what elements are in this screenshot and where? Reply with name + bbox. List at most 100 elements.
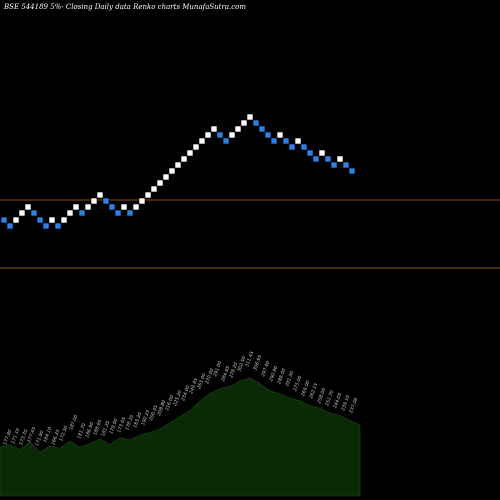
brick-46-up xyxy=(276,131,284,139)
brick-45-down xyxy=(270,137,278,145)
volume-label-1: 171.10 xyxy=(10,427,21,444)
brick-47-down xyxy=(282,137,290,145)
brick-33-up xyxy=(198,137,206,145)
chart-title: BSE 544189 5%- Closing Daily data Renko … xyxy=(3,3,246,11)
volume-area xyxy=(0,377,361,497)
volume-label-6: 166.35 xyxy=(50,429,61,446)
volume-labels: 177.90171.10173.70177.45171.90184.10166.… xyxy=(2,351,359,448)
volume-label-15: 178.35 xyxy=(124,414,135,431)
brick-44-down xyxy=(264,131,272,139)
brick-8-up xyxy=(48,216,56,224)
volume-label-2: 173.70 xyxy=(18,429,29,446)
brick-48-down xyxy=(288,143,296,151)
volume-label-5: 184.10 xyxy=(42,426,53,443)
brick-11-up xyxy=(66,209,74,217)
brick-18-down xyxy=(108,203,116,211)
brick-52-down xyxy=(312,155,320,163)
brick-42-down xyxy=(252,119,260,127)
brick-20-up xyxy=(120,203,128,211)
brick-36-down xyxy=(216,131,224,139)
brick-54-down xyxy=(324,155,332,163)
volume-area-group xyxy=(0,377,361,497)
brick-29-up xyxy=(174,161,182,169)
volume-label-20: 216.00 xyxy=(164,394,175,411)
volume-label-14: 173.05 xyxy=(116,416,127,433)
brick-21-down xyxy=(126,209,134,217)
volume-label-19: 208.80 xyxy=(156,399,167,416)
brick-16-up xyxy=(96,191,104,199)
brick-41-up xyxy=(246,113,254,121)
brick-24-up xyxy=(144,191,152,199)
brick-0-down xyxy=(0,216,8,224)
brick-49-up xyxy=(294,137,302,145)
volume-label-21: 225.30 xyxy=(172,390,183,407)
brick-14-up xyxy=(84,203,92,211)
volume-label-0: 177.90 xyxy=(2,429,13,446)
volume-label-3: 177.45 xyxy=(26,426,37,443)
brick-55-down xyxy=(330,161,338,169)
volume-label-39: 258.00 xyxy=(316,387,327,404)
brick-39-up xyxy=(234,125,242,133)
brick-12-up xyxy=(72,203,80,211)
volume-label-18: 200.05 xyxy=(148,404,159,421)
volume-label-26: 291.00 xyxy=(212,360,223,377)
renko-bricks xyxy=(0,113,356,230)
volume-label-24: 263.00 xyxy=(196,373,207,390)
brick-51-down xyxy=(306,149,314,157)
brick-43-down xyxy=(258,125,266,133)
brick-35-up xyxy=(210,125,218,133)
brick-50-down xyxy=(300,143,308,151)
brick-3-up xyxy=(18,209,26,217)
volume-label-29: 302.50 xyxy=(236,355,247,372)
brick-27-up xyxy=(162,173,170,181)
volume-label-7: 172.50 xyxy=(58,425,69,442)
brick-30-up xyxy=(180,155,188,163)
volume-label-37: 269.00 xyxy=(300,380,311,397)
brick-15-up xyxy=(90,197,98,205)
volume-label-36: 275.00 xyxy=(292,375,303,392)
volume-label-11: 188.95 xyxy=(92,419,103,436)
brick-10-up xyxy=(60,216,68,224)
volume-label-22: 234.00 xyxy=(180,385,191,402)
brick-1-down xyxy=(6,222,14,230)
brick-40-up xyxy=(240,119,248,127)
volume-label-23: 249.95 xyxy=(188,377,199,394)
volume-label-30: 311.45 xyxy=(244,351,255,368)
brick-2-up xyxy=(12,216,20,224)
brick-38-up xyxy=(228,131,236,139)
brick-7-down xyxy=(42,222,50,230)
brick-23-up xyxy=(138,197,146,205)
reference-lines xyxy=(0,199,500,269)
brick-57-down xyxy=(342,161,350,169)
brick-19-down xyxy=(114,209,122,217)
volume-label-28: 278.20 xyxy=(228,362,239,379)
volume-label-41: 244.05 xyxy=(332,392,343,409)
brick-25-up xyxy=(150,185,158,193)
brick-34-up xyxy=(204,131,212,139)
brick-56-up xyxy=(336,155,344,163)
brick-31-up xyxy=(186,149,194,157)
brick-37-down xyxy=(222,137,230,145)
brick-17-down xyxy=(102,197,110,205)
brick-28-up xyxy=(168,167,176,175)
brick-13-down xyxy=(78,209,86,217)
volume-label-42: 239.10 xyxy=(340,394,351,411)
volume-label-27: 284.65 xyxy=(220,365,231,382)
volume-label-33: 290.90 xyxy=(268,365,279,382)
volume-label-40: 251.70 xyxy=(324,390,335,407)
brick-32-up xyxy=(192,143,200,151)
volume-label-34: 288.00 xyxy=(276,368,287,385)
brick-53-up xyxy=(318,149,326,157)
volume-label-38: 262.15 xyxy=(308,382,319,399)
volume-label-4: 171.90 xyxy=(34,430,45,447)
volume-label-10: 186.90 xyxy=(84,421,95,438)
volume-label-43: 237.06 xyxy=(348,397,359,414)
volume-label-13: 179.00 xyxy=(108,418,119,435)
volume-label-12: 181.35 xyxy=(100,420,111,437)
brick-58-down xyxy=(348,167,356,175)
brick-26-up xyxy=(156,179,164,187)
volume-label-25: 270.00 xyxy=(204,368,215,385)
volume-label-31: 306.95 xyxy=(252,354,263,371)
brick-22-up xyxy=(132,203,140,211)
